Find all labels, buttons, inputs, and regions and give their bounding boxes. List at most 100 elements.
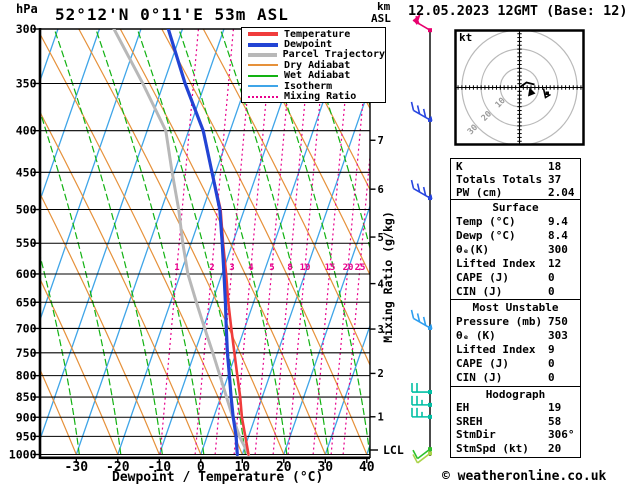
panel-row: Pressure (mb) 750	[456, 315, 580, 329]
hodograph-ring-label: 10	[494, 96, 508, 110]
panel-row-label: Dewp (°C)	[456, 228, 516, 242]
wind-barb-stroke	[413, 317, 431, 329]
wind-barb-stroke	[410, 101, 415, 111]
mixing-ratio-axis-label: Mixing Ratio (g/kg)	[381, 211, 395, 343]
mixing-ratio-value-label: 4	[248, 263, 254, 273]
pressure-tick-label: 500	[16, 203, 37, 217]
panel-row-label: StmSpd (kt)	[456, 441, 529, 455]
panel-row: θₑ (K) 303	[456, 329, 580, 343]
panel-row: Lifted Index 9	[456, 343, 580, 357]
panel-row: StmSpd (kt) 20	[456, 442, 580, 456]
mixing-ratio-line	[194, 29, 235, 455]
mixing-ratio-value-label: 8	[287, 263, 292, 273]
km-tick-label: 1	[378, 412, 384, 424]
km-tick-label: 5	[378, 232, 384, 244]
wind-barb-stroke	[417, 452, 431, 464]
wind-barb-column	[410, 13, 433, 464]
station-title: 52°12'N 0°11'E 53m ASL	[55, 5, 289, 24]
isotherm-line	[0, 29, 16, 455]
temp-tick-label: 40	[359, 460, 375, 475]
pressure-tick-label: 950	[16, 429, 37, 443]
wind-barb	[410, 179, 433, 201]
wind-barb-stroke	[422, 186, 427, 196]
pressure-tick-label: 750	[16, 346, 37, 360]
wind-barb-stroke	[417, 448, 431, 460]
panel-row-value: 0	[548, 270, 555, 284]
panel-row-label: EH	[456, 401, 470, 415]
panel-row: CAPE (J) 0	[456, 271, 580, 285]
panel-row-value: 12	[548, 256, 562, 270]
legend-label: Parcel Trajectory	[282, 49, 385, 61]
panel-row-value: 300	[548, 242, 568, 256]
wind-barb	[412, 451, 432, 464]
pressure-tick-label: 450	[16, 165, 37, 179]
hodograph-trace-mark	[545, 91, 549, 95]
wind-barb-dot	[428, 28, 432, 33]
pressure-tick-label: 800	[16, 369, 37, 383]
km-axis-unit: km	[377, 0, 391, 13]
panel-row: Temp (°C) 9.4	[456, 215, 580, 229]
wind-barb	[410, 309, 433, 330]
panel-row: SREH 58	[456, 415, 580, 429]
dry-adiabat-line	[40, 277, 119, 455]
panel-row: Lifted Index 12	[456, 257, 580, 271]
mixing-ratio-value-label: 5	[269, 263, 274, 273]
panel-section-title: Most Unstable	[472, 301, 559, 314]
panel-row-label: Pressure (mb)	[456, 315, 543, 328]
datetime-title: 12.05.2023 12GMT (Base: 12)	[408, 3, 628, 19]
temp-tick-label: 10	[234, 460, 250, 475]
legend-sample-wet_adiabat	[248, 74, 278, 77]
wind-barb-stroke	[422, 108, 427, 118]
legend-item: Wet Adiabat	[248, 70, 385, 81]
legend-item: Parcel Trajectory	[248, 49, 385, 61]
pressure-tick-label: 1000	[9, 448, 37, 462]
panel-row-label: CIN (J)	[456, 284, 503, 298]
panel-row: θₑ(K) 300	[456, 243, 580, 257]
temp-tick-label: 0	[197, 460, 205, 475]
x-axis-title: Dewpoint / Temperature (°C)	[112, 470, 324, 485]
km-tick-label: 2	[378, 368, 384, 380]
panel-row-value: 8.4	[548, 228, 568, 242]
wind-barb-stroke	[412, 449, 419, 460]
pressure-tick-label: 550	[16, 236, 37, 250]
panel-row-label: PW (cm)	[456, 186, 503, 199]
pressure-unit-label: hPa	[16, 2, 38, 16]
hodograph-trace-branch	[542, 88, 551, 99]
km-tick-label: 7	[378, 135, 384, 147]
hodograph-trace	[518, 81, 535, 89]
panel-row-value: 750	[548, 315, 568, 328]
wind-barb-stroke	[412, 454, 419, 464]
wind-barb-stroke	[410, 179, 415, 189]
mixing-ratio-value-label: 1	[174, 263, 179, 273]
panel-row-value: 58	[548, 414, 562, 428]
wind-barb-stroke	[413, 109, 431, 121]
wind-barb-stroke	[413, 187, 431, 199]
panel-row: CIN (J) 0	[456, 285, 580, 299]
temp-tick-label: -10	[148, 460, 172, 475]
legend-item: Isotherm	[248, 81, 385, 92]
wind-barb-stroke	[416, 313, 421, 323]
panel-row-value: 37	[548, 173, 562, 186]
panel-row: K 18	[456, 160, 580, 173]
legend-label: Temperature	[284, 28, 351, 40]
hodograph-ring-label: 30	[466, 123, 480, 137]
panel-section: Hodograph EH 19 SREH 58 StmDir 306° StmSpd (kt)…	[450, 385, 581, 458]
pressure-tick-label: 600	[16, 267, 37, 281]
credit-text: © weatheronline.co.uk	[442, 469, 607, 484]
isotherm-line	[283, 204, 370, 455]
legend-sample-parcel	[248, 52, 277, 57]
wind-barb-stroke	[422, 316, 427, 326]
dry-adiabat-line	[40, 110, 202, 455]
panel-row-value: 20	[548, 441, 562, 455]
panel-row: CIN (J) 0	[456, 371, 580, 385]
mixing-ratio-value-label: 20	[343, 263, 354, 273]
panel-row-value: 9.4	[548, 214, 568, 228]
panel-row-value: 0	[548, 357, 555, 370]
wind-barb-stroke	[416, 183, 421, 193]
wind-barb	[411, 383, 432, 395]
asl-axis-unit: ASL	[371, 12, 391, 25]
panel-row-value: 0	[548, 284, 555, 298]
wind-barb-stroke	[429, 194, 433, 200]
mixing-ratio-value-label: 3	[229, 263, 234, 273]
